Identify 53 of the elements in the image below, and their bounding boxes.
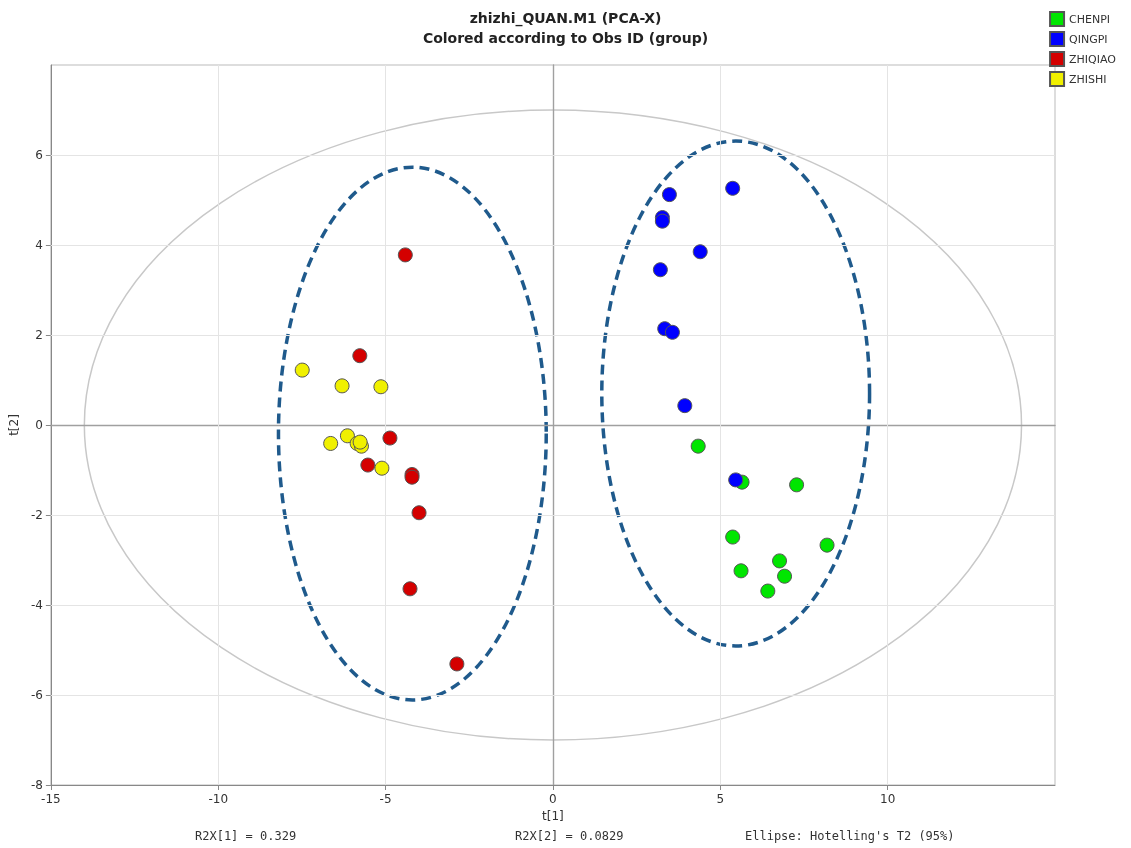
point (772, 553, 788, 569)
x-tick-label: 0 (549, 792, 557, 806)
text: Ellipse: Hotelling's T2 (95%) (745, 829, 955, 843)
point (374, 460, 390, 476)
point (819, 537, 835, 553)
legend-label: CHENPI (1069, 12, 1111, 26)
point (661, 187, 677, 203)
y-tick-label: 0 (35, 418, 43, 432)
chart-title: zhizhi_QUAN.M1 (PCA-X) (469, 10, 662, 27)
y-tick-label: 6 (35, 148, 43, 162)
point (677, 398, 693, 414)
chart-subtitle: Colored according to Obs ID (group) (422, 30, 709, 46)
text: R2X[2] = 0.0829 (515, 829, 624, 843)
point (777, 568, 793, 584)
y-axis-title: t[2] (7, 414, 21, 436)
y-tick-label: 2 (35, 328, 43, 342)
point (411, 505, 427, 521)
point (294, 362, 310, 378)
point (360, 457, 376, 473)
point (402, 581, 418, 597)
point (352, 348, 368, 364)
point (339, 428, 355, 444)
text: R2X[1] = 0.329 (195, 829, 297, 843)
point (397, 247, 413, 263)
x-tick-label: -5 (379, 792, 392, 806)
x-tick-label: -15 (41, 792, 61, 806)
point (725, 529, 741, 545)
point (382, 430, 398, 446)
y-tick-label: -8 (30, 778, 43, 792)
x-tick-label: 10 (880, 792, 896, 806)
point (373, 379, 389, 395)
point (725, 180, 741, 196)
point (323, 435, 339, 451)
point (733, 563, 749, 579)
x-axis-title: t[1] (542, 808, 564, 823)
point (789, 477, 805, 493)
point (760, 583, 776, 599)
point (690, 438, 706, 454)
point (449, 656, 465, 672)
legend-label: QINGPI (1069, 32, 1108, 46)
y-tick-label: -6 (30, 688, 43, 702)
y-tick-label: 4 (35, 238, 43, 252)
point (728, 472, 744, 488)
x-tick-label: -10 (208, 792, 229, 806)
y-tick-label: -2 (30, 508, 43, 522)
legend-label: ZHIQIAO (1069, 52, 1117, 66)
point (334, 378, 350, 394)
x-tick-label: 5 (716, 792, 725, 806)
point (692, 244, 708, 260)
point (664, 324, 680, 340)
legend-label: ZHISHI (1069, 72, 1107, 86)
y-tick-label: -4 (30, 598, 43, 612)
point (652, 262, 668, 278)
